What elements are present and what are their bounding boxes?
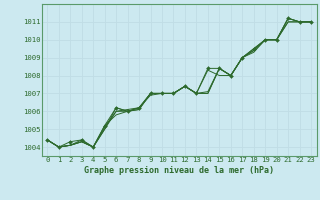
X-axis label: Graphe pression niveau de la mer (hPa): Graphe pression niveau de la mer (hPa) bbox=[84, 166, 274, 175]
